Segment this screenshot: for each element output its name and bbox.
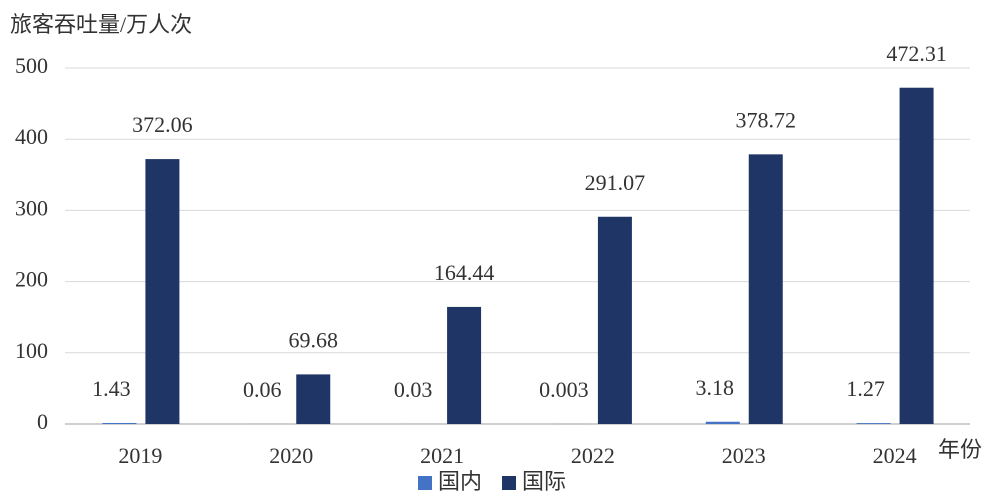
data-label: 1.43	[92, 376, 131, 401]
y-tick-label: 0	[37, 409, 48, 434]
x-tick-label: 2022	[571, 443, 615, 468]
y-axis-label: 旅客吞吐量/万人次	[10, 12, 192, 37]
bar	[899, 87, 934, 425]
bar	[447, 306, 482, 424]
data-label: 0.003	[539, 377, 589, 402]
legend-label: 国内	[438, 469, 482, 494]
data-label: 472.31	[886, 41, 947, 66]
x-tick-label: 2024	[873, 443, 917, 468]
y-tick-label: 500	[15, 53, 48, 78]
bar	[145, 159, 180, 425]
bar	[296, 374, 331, 424]
data-label: 0.03	[394, 377, 433, 402]
data-label: 69.68	[289, 327, 339, 352]
data-label: 1.27	[846, 376, 885, 401]
bar	[705, 421, 740, 424]
bar	[856, 423, 891, 424]
y-tick-label: 100	[15, 338, 48, 363]
legend-swatch	[502, 476, 517, 490]
y-tick-label: 300	[15, 195, 48, 220]
bar	[102, 422, 137, 424]
x-tick-label: 2021	[420, 443, 464, 468]
data-label: 3.18	[696, 375, 735, 400]
x-tick-label: 2023	[722, 443, 766, 468]
data-label: 378.72	[736, 107, 797, 132]
data-label: 291.07	[585, 170, 646, 195]
bar	[597, 216, 632, 424]
x-tick-label: 2020	[269, 443, 313, 468]
data-label: 372.06	[132, 112, 193, 137]
y-tick-label: 400	[15, 124, 48, 149]
y-tick-label: 200	[15, 267, 48, 292]
legend-label: 国际	[522, 469, 566, 494]
x-axis-label: 年份	[938, 437, 982, 462]
x-tick-label: 2019	[118, 443, 162, 468]
legend-swatch	[418, 476, 432, 490]
data-label: 0.06	[243, 377, 282, 402]
data-label: 164.44	[434, 260, 495, 285]
bar	[748, 154, 783, 424]
